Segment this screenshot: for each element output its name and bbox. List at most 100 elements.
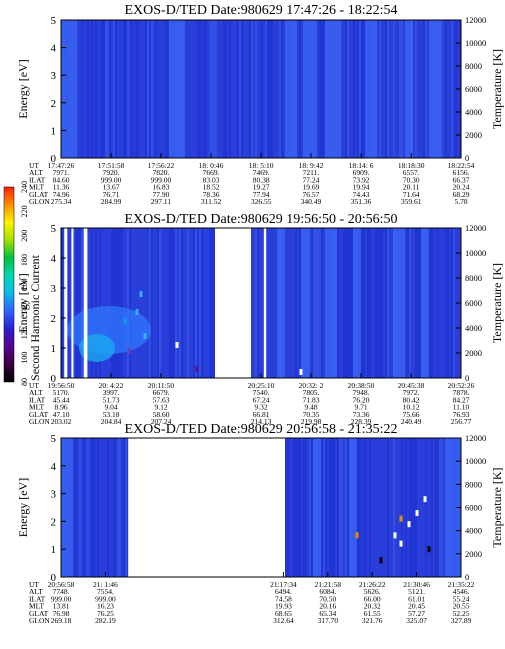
orbit-value: 19.27 bbox=[253, 183, 270, 192]
heatmap-streak bbox=[151, 228, 153, 378]
heatmap-streak bbox=[181, 228, 183, 378]
heatmap-streak bbox=[319, 228, 321, 378]
heatmap-streak bbox=[341, 438, 343, 577]
heatmap-streak bbox=[369, 438, 371, 577]
heatmap-streak bbox=[115, 20, 117, 158]
heatmap-streak bbox=[379, 20, 381, 158]
orbit-value: 6084. bbox=[319, 587, 336, 596]
heatmap-streak bbox=[117, 228, 119, 378]
y2-tick-label: 0 bbox=[465, 373, 469, 383]
heatmap-band bbox=[393, 228, 405, 378]
heatmap-streak bbox=[79, 438, 81, 577]
orbit-value: 7972. bbox=[403, 388, 420, 397]
heatmap-streak bbox=[167, 20, 169, 158]
orbit-value: 57.63 bbox=[153, 395, 170, 404]
heatmap-streak bbox=[205, 20, 207, 158]
orbit-value: 53.18 bbox=[103, 410, 120, 419]
heatmap-streak bbox=[385, 228, 387, 378]
heatmap-streak bbox=[271, 20, 273, 158]
orbit-value: 16.23 bbox=[97, 602, 114, 611]
heatmap-streak bbox=[405, 438, 407, 577]
orbit-value: 7878. bbox=[453, 388, 470, 397]
heatmap-streak bbox=[309, 438, 311, 577]
heatmap-streak bbox=[267, 20, 269, 158]
orbit-value: 19.93 bbox=[275, 602, 292, 611]
heatmap-streak bbox=[299, 20, 301, 158]
heatmap-streak bbox=[113, 438, 115, 577]
orbit-value: 52.25 bbox=[453, 609, 470, 618]
heatmap-streak bbox=[61, 228, 63, 378]
heatmap-streak bbox=[329, 438, 331, 577]
colorbar-strip bbox=[3, 186, 15, 383]
heatmap-streak bbox=[197, 228, 199, 378]
colorbar-tick-label: 120 bbox=[20, 327, 29, 339]
orbit-value: 326.55 bbox=[251, 197, 272, 206]
heatmap-streak bbox=[359, 438, 361, 577]
heatmap-streak bbox=[105, 20, 107, 158]
orbit-value: 204.84 bbox=[101, 417, 122, 426]
orbit-value: 3997. bbox=[103, 388, 120, 397]
orbit-value: 240.49 bbox=[401, 417, 422, 426]
heatmap-streak bbox=[321, 438, 323, 577]
orbit-value: 999.00 bbox=[101, 175, 122, 184]
orbit-row-label: UT bbox=[29, 381, 39, 390]
heatmap-streak bbox=[201, 228, 203, 378]
y2-tick-label: 8000 bbox=[465, 479, 482, 489]
orbit-value: 73.36 bbox=[353, 410, 370, 419]
orbit-value: 256.77 bbox=[451, 417, 472, 426]
heatmap-streak bbox=[123, 20, 125, 158]
orbit-value: 19.69 bbox=[303, 183, 320, 192]
orbit-value: 9.12 bbox=[154, 403, 167, 412]
heatmap-streak bbox=[415, 20, 417, 158]
heatmap-streak bbox=[87, 438, 89, 577]
orbit-value: 18.52 bbox=[203, 183, 220, 192]
colorbar-tick-label: 240 bbox=[20, 181, 29, 193]
y2-tick-label: 4000 bbox=[465, 323, 482, 333]
y-tick-label: 4 bbox=[51, 461, 57, 473]
heatmap-streak bbox=[425, 438, 427, 577]
orbit-value: 5626. bbox=[364, 587, 381, 596]
heatmap-streak bbox=[345, 20, 347, 158]
heatmap-streak bbox=[385, 20, 387, 158]
heatmap-streak bbox=[109, 20, 111, 158]
heatmap-bloom bbox=[79, 334, 115, 362]
orbit-value: 21:30:46 bbox=[403, 580, 430, 589]
y-tick-label: 2 bbox=[51, 313, 57, 325]
orbit-value: 18: 5:10 bbox=[249, 161, 274, 170]
orbit-value: 6494. bbox=[275, 587, 292, 596]
heatmap-streak bbox=[107, 438, 109, 577]
orbit-value: 9.48 bbox=[304, 403, 317, 412]
heatmap-streak bbox=[393, 20, 395, 158]
heatmap-spot bbox=[423, 496, 427, 503]
orbit-value: 76.20 bbox=[353, 395, 370, 404]
orbit-value: 18: 0:46 bbox=[199, 161, 224, 170]
heatmap-streak bbox=[199, 20, 201, 158]
heatmap-streak bbox=[75, 228, 77, 378]
data-gap bbox=[64, 228, 68, 378]
heatmap-streak bbox=[411, 438, 413, 577]
orbit-value: 6679. bbox=[153, 388, 170, 397]
heatmap-streak bbox=[255, 20, 257, 158]
y-tick-label: 4 bbox=[51, 253, 57, 265]
orbit-value: 8.96 bbox=[54, 403, 67, 412]
orbit-value: 77.90 bbox=[152, 190, 169, 199]
orbit-value: 55.24 bbox=[453, 594, 470, 603]
heatmap-streak bbox=[435, 438, 437, 577]
heatmap-streak bbox=[387, 438, 389, 577]
orbit-value: 7920. bbox=[103, 168, 120, 177]
heatmap-streak bbox=[319, 20, 321, 158]
heatmap-streak bbox=[323, 438, 325, 577]
heatmap-streak bbox=[165, 20, 167, 158]
y2-tick-label: 10000 bbox=[465, 456, 486, 466]
orbit-value: 17:56:22 bbox=[148, 161, 175, 170]
orbit-value: 5121. bbox=[408, 587, 425, 596]
heatmap-streak bbox=[447, 228, 449, 378]
heatmap-streak bbox=[425, 20, 427, 158]
colorbar-tick-label: 160 bbox=[20, 279, 29, 291]
orbit-value: 76.71 bbox=[103, 190, 120, 199]
heatmap-band bbox=[313, 438, 321, 577]
heatmap-streak bbox=[211, 20, 213, 158]
heatmap-streak bbox=[193, 228, 195, 378]
heatmap-streak bbox=[439, 438, 441, 577]
